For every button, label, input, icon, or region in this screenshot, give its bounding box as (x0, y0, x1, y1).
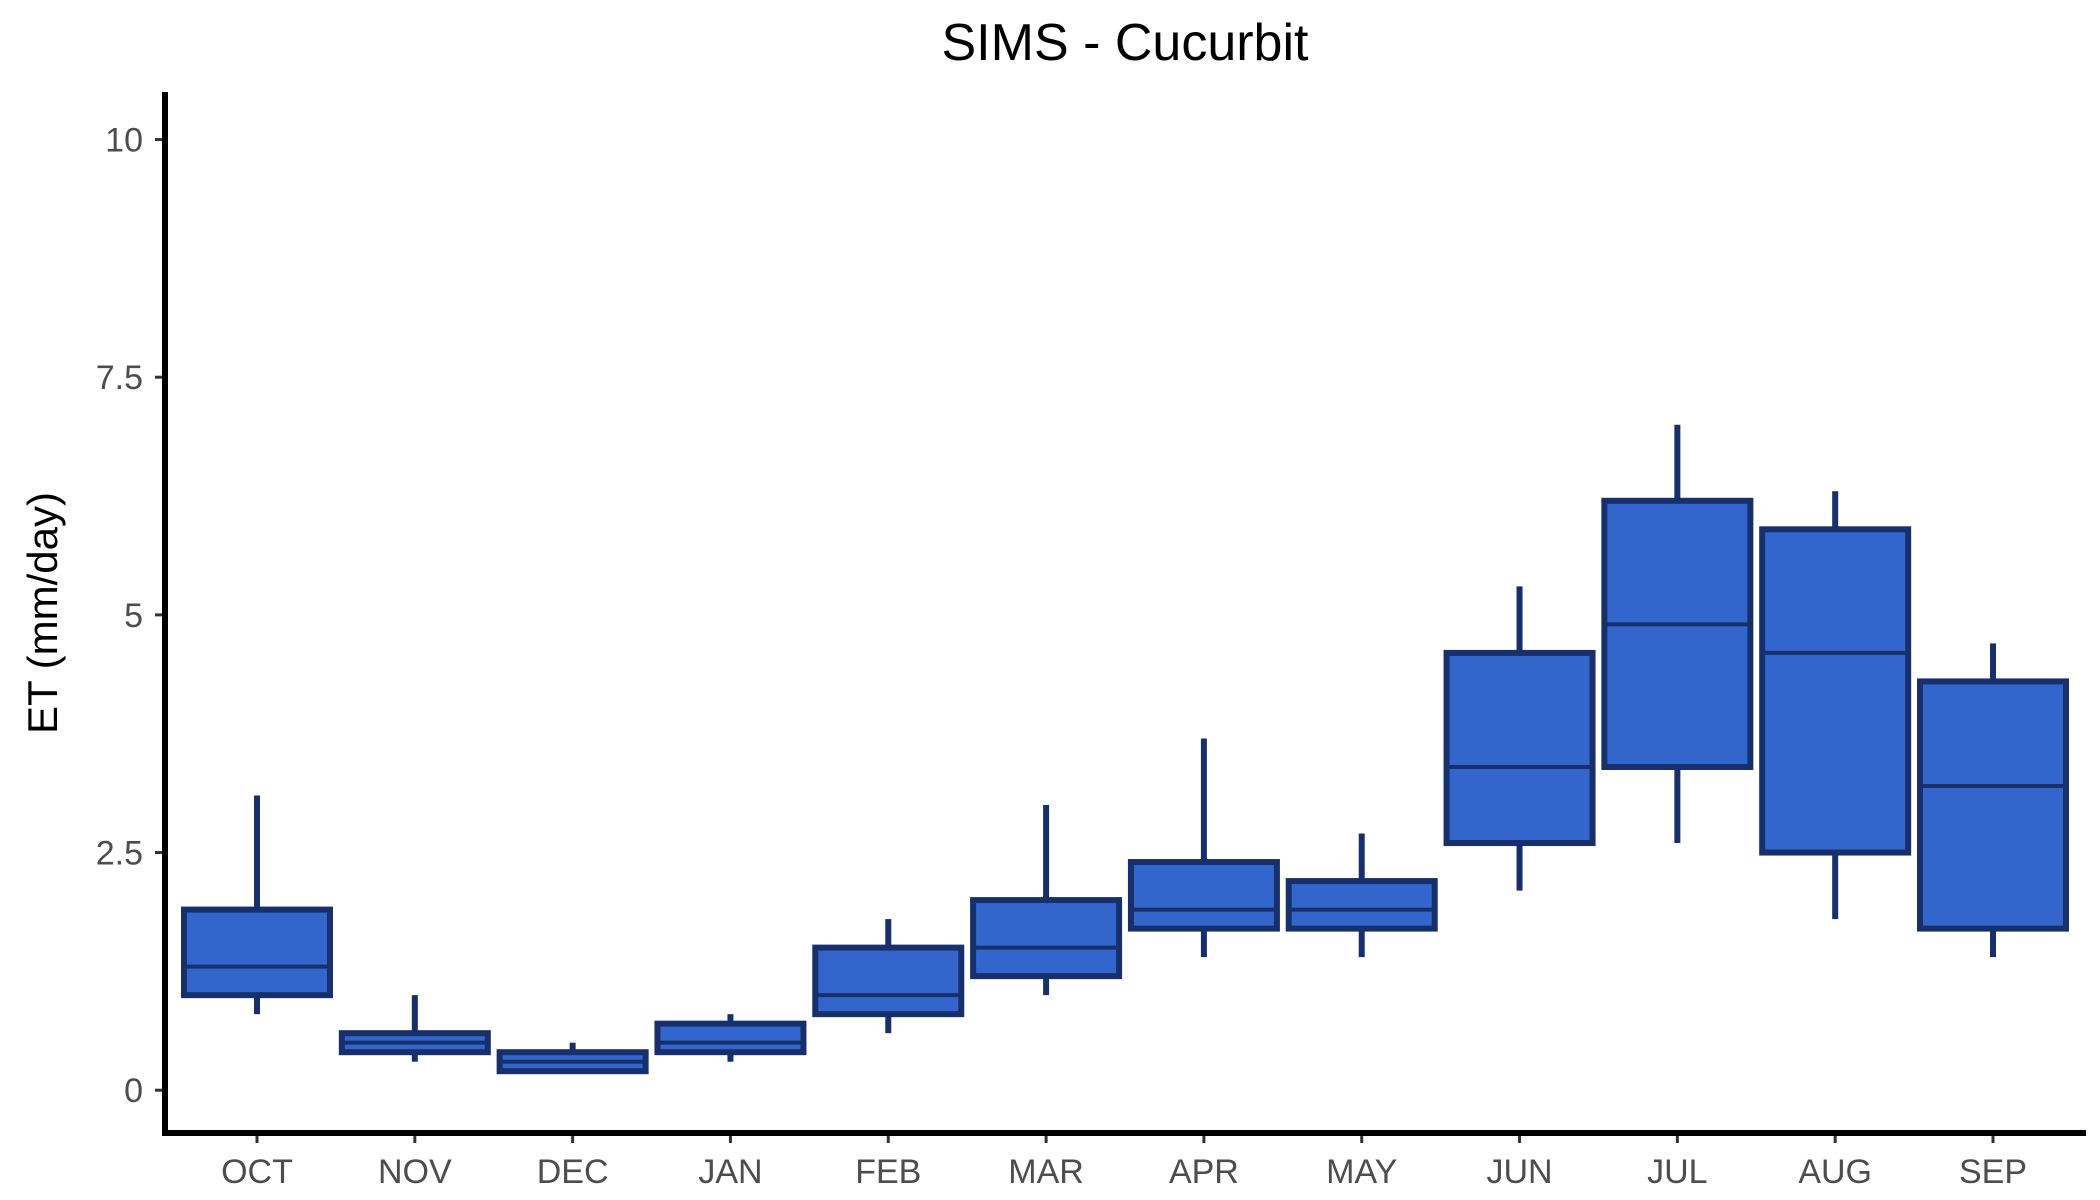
y-tick-label: 7.5 (96, 359, 143, 397)
x-tick-label: NOV (378, 1153, 452, 1191)
y-tick-label: 10 (105, 122, 143, 160)
box (1127, 859, 1280, 932)
x-tick-label: MAY (1326, 1153, 1397, 1191)
box (1917, 678, 2069, 932)
box (1601, 497, 1754, 770)
x-tick-label: AUG (1798, 1153, 1872, 1191)
x-tick-label: SEP (1959, 1153, 2027, 1191)
x-tick-label: OCT (221, 1153, 293, 1191)
x-tick-label: JUN (1486, 1153, 1552, 1191)
x-tick-label: JUL (1647, 1153, 1707, 1191)
x-tick-label: FEB (855, 1153, 921, 1191)
box (970, 897, 1123, 980)
x-tick-label: JAN (698, 1153, 762, 1191)
box (812, 944, 965, 1018)
y-tick-label: 5 (124, 597, 143, 635)
box (654, 1020, 807, 1056)
x-tick-label: DEC (537, 1153, 609, 1191)
y-axis-label: ET (mm/day) (19, 492, 66, 734)
chart-title: SIMS - Cucurbit (942, 14, 1310, 72)
box (1759, 526, 1912, 856)
box (181, 906, 333, 999)
y-tick-label: 0 (124, 1072, 143, 1110)
box (1443, 649, 1596, 847)
box (1285, 878, 1438, 932)
x-tick-label: APR (1169, 1153, 1239, 1191)
x-tick-label: MAR (1008, 1153, 1084, 1191)
plot-area: 0 2.5 5 7.5 10 OCT NOV DEC JAN FEB MAR APR MAY JUN JUL… (96, 122, 2069, 1191)
y-tick-label: 2.5 (96, 835, 143, 873)
